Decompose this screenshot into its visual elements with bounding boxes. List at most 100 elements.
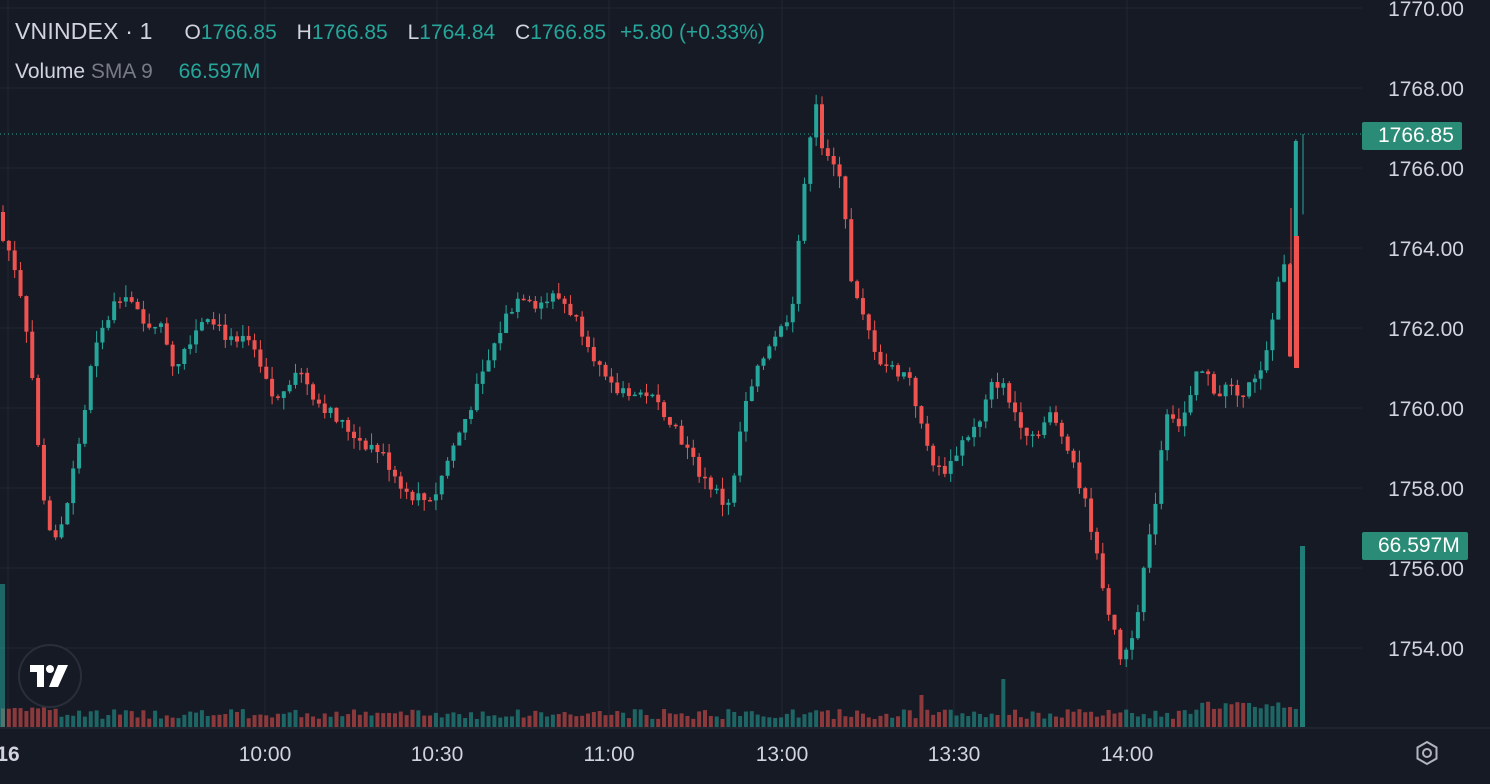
candle-body [1135,612,1140,639]
candle-body [164,323,169,345]
time-tick-label: 13:00 [756,743,809,766]
volume-bar [299,717,304,727]
volume-bar [129,711,134,727]
volume-bar [732,711,737,727]
volume-bar [334,711,339,727]
candle-body [773,336,778,347]
price-tick-label: 1756.00 [1388,558,1464,581]
candle-body [352,431,356,439]
volume-bar [357,714,362,727]
volume-bar [714,716,719,727]
volume-bar [562,712,567,727]
symbol-title[interactable]: VNINDEX · 1 [15,18,153,44]
candle-body [820,104,824,149]
volume-bar [258,714,263,727]
candle-body [1018,412,1023,428]
candle-body [474,383,479,411]
ohlc-legend[interactable]: VNINDEX · 1 O1766.85 H1766.85 L1764.84 C… [15,18,765,45]
gear-icon[interactable] [1414,740,1440,766]
candle-body [451,445,456,461]
volume-bar [1100,715,1105,727]
candle-body [831,156,836,165]
candle-body [123,297,128,302]
volume-bar [1141,714,1146,727]
volume-bar [153,710,158,727]
volume-bar [293,709,298,727]
candle-body [591,347,596,362]
volume-bar [375,712,380,727]
candle-body [732,475,737,503]
volume-bar [638,709,643,727]
volume-bar [1042,718,1047,727]
volume-bar [1282,707,1287,727]
volume-bar [866,717,871,727]
candle-body [1288,264,1292,357]
time-axis[interactable]: 16 10:00 10:30 11:00 13:00 13:30 14:00 [0,743,1153,766]
volume-bar [1288,707,1292,727]
volume-bar [205,715,210,727]
volume-bar [743,711,748,727]
volume-bar [480,711,485,727]
candle-body [194,330,199,345]
volume-bar [322,713,327,727]
volume-bar [59,716,64,727]
candle-body [1241,395,1246,398]
candle-body [6,240,11,251]
volume-bar [796,717,801,727]
volume-bar [545,716,550,727]
price-tick-label: 1760.00 [1388,398,1464,421]
candle-body [100,327,105,343]
volume-bar [498,717,503,727]
volume-bar [1223,703,1228,727]
volume-bar [1118,712,1123,727]
volume-bar [884,713,889,727]
candle-body [667,417,672,425]
volume-bar [1171,718,1175,727]
candle-body [1171,414,1175,419]
volume-bar [825,710,830,727]
volume-bar [896,716,901,727]
volume-bar [252,715,257,727]
candle-body [743,401,748,432]
candle-body [983,399,988,422]
candle-body [135,301,140,310]
volume-bar [913,718,918,727]
candle-body [977,421,982,427]
volume-legend[interactable]: Volume SMA 9 66.597M [15,60,260,84]
candle-body [808,137,813,184]
candle-body [966,437,971,441]
price-tick-label: 1758.00 [1388,478,1464,501]
volume-bar [779,717,784,727]
candle-body [1235,384,1240,396]
volume-bar [381,713,386,727]
volume-bar [907,710,912,727]
volume-bar [738,716,743,727]
candle-body [527,299,532,302]
volume-bar [504,716,509,727]
volume-bar [433,712,438,727]
volume-bar [860,713,865,727]
volume-bar [30,707,35,727]
volume-bar [626,718,631,727]
volume-bar [954,715,959,727]
volume-bar [708,716,713,727]
volume-bar [621,712,626,727]
volume-bar [831,718,836,727]
volume-bar [77,710,82,727]
volume-bar [457,714,462,727]
candle-body [738,431,743,476]
candle-body [1153,503,1158,535]
candle-body [293,372,298,385]
volume-bar [36,708,41,727]
volume-bar [428,715,433,727]
candle-body [88,366,93,410]
volume-bar [1048,713,1053,727]
volume-bar [1182,710,1187,727]
price-axis[interactable]: 1754.00 1756.00 1758.00 1760.00 1762.00 1764.… [1388,0,1464,661]
volume-bar [1054,716,1058,727]
candle-body [767,346,772,359]
candle-body [708,477,713,490]
tradingview-logo-icon[interactable] [20,646,80,706]
candle-body [626,388,631,396]
